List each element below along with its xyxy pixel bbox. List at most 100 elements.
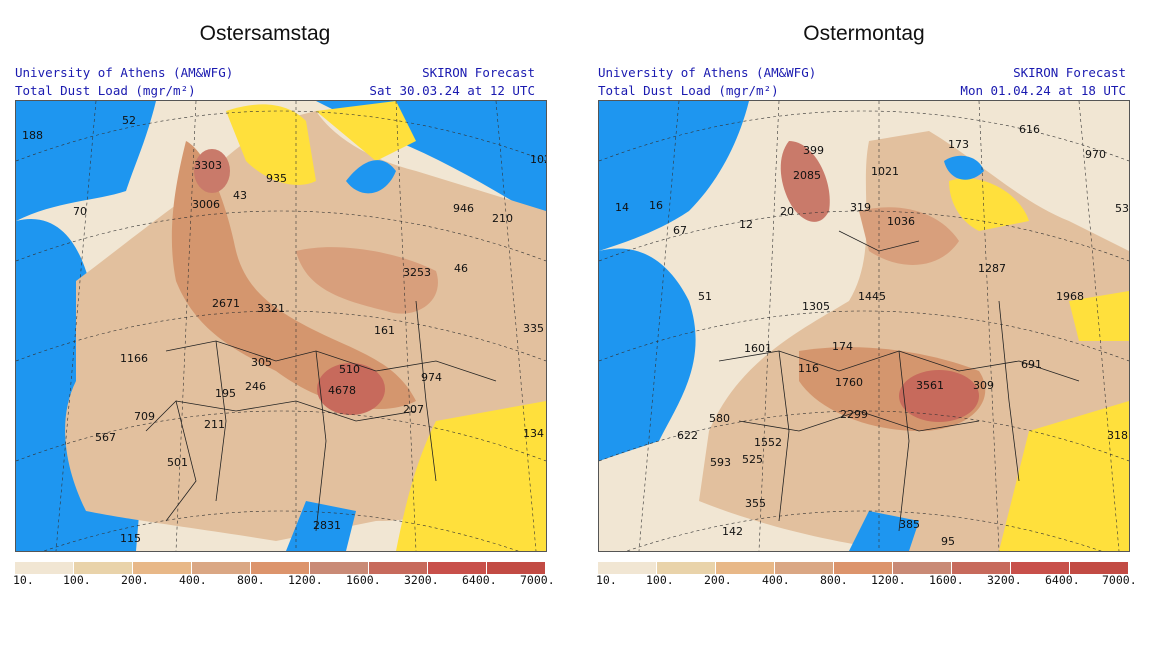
header-right: SKIRON Forecast Mon 01.04.24 at 18 UTC xyxy=(960,64,1126,100)
value-label: 691 xyxy=(1021,358,1042,371)
dust-map-svg: 173 616 399 970 2085 1021 14 16 20 319 1… xyxy=(599,101,1129,551)
value-label: 1968 xyxy=(1056,290,1084,303)
colorbar-ticks: 10. 100. 200. 400. 800. 1200. 1600. 3200… xyxy=(0,573,570,589)
value-label: 567 xyxy=(95,431,116,444)
value-label: 385 xyxy=(899,518,920,531)
inland-water xyxy=(849,511,919,551)
value-label: 67 xyxy=(673,224,687,237)
moderate-dust-region xyxy=(699,131,1129,551)
central-dust-band xyxy=(859,207,959,265)
institution-label: University of Athens (AM&WFG) xyxy=(15,65,234,80)
colorbar-segment xyxy=(487,562,546,574)
value-label: 946 xyxy=(453,202,474,215)
colorbar-segment xyxy=(657,562,716,574)
header-left: University of Athens (AM&WFG) Total Dust… xyxy=(15,64,233,100)
value-label: 709 xyxy=(134,410,155,423)
valid-time-label: Mon 01.04.24 at 18 UTC xyxy=(960,83,1126,98)
value-label: 20 xyxy=(780,205,794,218)
value-label: 134 xyxy=(523,427,544,440)
colorbar-tick: 100. xyxy=(63,573,91,587)
colorbar-segment xyxy=(598,562,657,574)
forecast-panel-saturday: Ostersamstag University of Athens (AM&WF… xyxy=(0,0,570,600)
value-label: 1021 xyxy=(871,165,899,178)
product-label: SKIRON Forecast xyxy=(1013,65,1126,80)
peak-dust-region xyxy=(317,363,385,415)
clear-land-south-east xyxy=(396,401,546,551)
colorbar xyxy=(598,562,1129,574)
colorbar-tick: 1200. xyxy=(871,573,906,587)
graticule xyxy=(16,101,546,551)
value-label: 116 xyxy=(798,362,819,375)
value-label: 525 xyxy=(742,453,763,466)
value-label: 305 xyxy=(251,356,272,369)
value-label: 2831 xyxy=(313,519,341,532)
colorbar-segment xyxy=(834,562,893,574)
value-label: 95 xyxy=(941,535,955,548)
header-left: University of Athens (AM&WFG) Total Dust… xyxy=(598,64,816,100)
product-label: SKIRON Forecast xyxy=(422,65,535,80)
value-label: 4678 xyxy=(328,384,356,397)
colorbar-tick: 1600. xyxy=(346,573,381,587)
colorbar-ticks: 10. 100. 200. 400. 800. 1200. 1600. 3200… xyxy=(582,573,1152,589)
value-label: 102 xyxy=(530,153,546,166)
dust-load-values: 173 616 399 970 2085 1021 14 16 20 319 1… xyxy=(615,123,1129,548)
colorbar-tick: 7000. xyxy=(520,573,555,587)
colorbar-tick: 400. xyxy=(179,573,207,587)
value-label: 1287 xyxy=(978,262,1006,275)
value-label: 207 xyxy=(403,403,424,416)
colorbar-segment xyxy=(369,562,428,574)
value-label: 2299 xyxy=(840,408,868,421)
value-label: 210 xyxy=(492,212,513,225)
forecast-panel-monday: Ostermontag University of Athens (AM&WFG… xyxy=(582,0,1152,600)
value-label: 580 xyxy=(709,412,730,425)
dust-map: 173 616 399 970 2085 1021 14 16 20 319 1… xyxy=(598,100,1130,552)
colorbar-tick: 1200. xyxy=(288,573,323,587)
colorbar-tick: 400. xyxy=(762,573,790,587)
north-dust-core xyxy=(780,141,830,222)
colorbar-tick: 200. xyxy=(704,573,732,587)
value-label: 43 xyxy=(233,189,247,202)
colorbar-segment xyxy=(893,562,952,574)
country-borders xyxy=(145,300,497,532)
variable-label: Total Dust Load (mgr/m²) xyxy=(15,83,196,98)
value-label: 1445 xyxy=(858,290,886,303)
dust-load-values: 188 52 3303 935 3006 43 70 946 210 102 3… xyxy=(22,114,546,545)
clear-land-east xyxy=(1069,291,1129,341)
clear-land-north-east xyxy=(316,101,416,161)
value-label: 335 xyxy=(523,322,544,335)
colorbar-tick: 10. xyxy=(596,573,617,587)
colorbar-segment xyxy=(74,562,133,574)
value-label: 1601 xyxy=(744,342,772,355)
graticule xyxy=(599,101,1129,551)
value-label: 1760 xyxy=(835,376,863,389)
variable-label: Total Dust Load (mgr/m²) xyxy=(598,83,779,98)
value-label: 70 xyxy=(73,205,87,218)
value-label: 52 xyxy=(122,114,136,127)
colorbar xyxy=(15,562,546,574)
colorbar-tick: 3200. xyxy=(987,573,1022,587)
value-label: 3561 xyxy=(916,379,944,392)
value-label: 974 xyxy=(421,371,442,384)
value-label: 46 xyxy=(454,262,468,275)
country-borders xyxy=(718,230,1080,532)
valid-time-label: Sat 30.03.24 at 12 UTC xyxy=(369,83,535,98)
east-dust-band xyxy=(296,247,438,314)
value-label: 53 xyxy=(1115,202,1129,215)
header-right: SKIRON Forecast Sat 30.03.24 at 12 UTC xyxy=(369,64,535,100)
value-label: 2671 xyxy=(212,297,240,310)
value-label: 970 xyxy=(1085,148,1106,161)
value-label: 3253 xyxy=(403,266,431,279)
colorbar-tick: 200. xyxy=(121,573,149,587)
colorbar-tick: 6400. xyxy=(1045,573,1080,587)
black-sea xyxy=(944,155,984,180)
black-sea xyxy=(346,160,396,194)
inland-water xyxy=(286,501,356,551)
colorbar-tick: 100. xyxy=(646,573,674,587)
value-label: 51 xyxy=(698,290,712,303)
value-label: 142 xyxy=(722,525,743,538)
north-dust-core xyxy=(194,149,230,193)
value-label: 1036 xyxy=(887,215,915,228)
value-label: 195 xyxy=(215,387,236,400)
dust-map-svg: 188 52 3303 935 3006 43 70 946 210 102 3… xyxy=(16,101,546,551)
value-label: 3303 xyxy=(194,159,222,172)
